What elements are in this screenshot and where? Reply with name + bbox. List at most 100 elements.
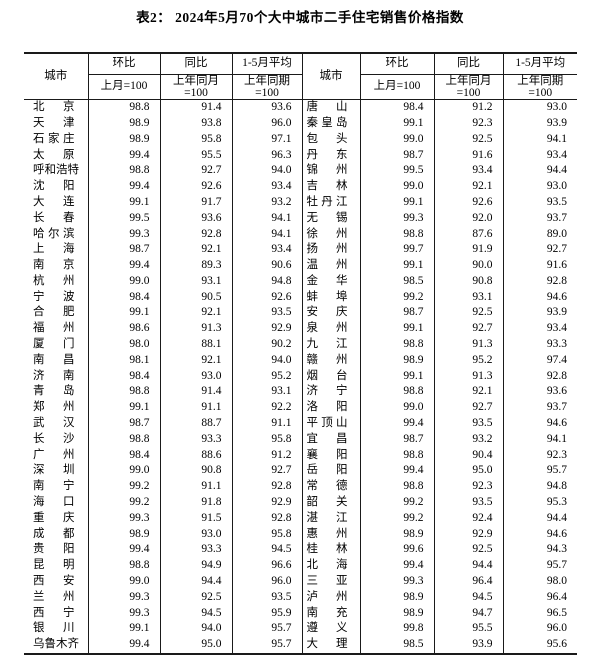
table-row: 南昌 98.1 92.1 94.0 赣州 98.9 95.2 97.4 — [24, 352, 577, 369]
base-yoy-left: 上年同月 =100 — [159, 74, 232, 101]
table-row: 杭州 99.0 93.1 94.8 金华 98.5 90.8 92.8 — [24, 273, 577, 290]
city-cell: 秦皇岛 — [301, 115, 360, 132]
city-cell: 锦州 — [301, 163, 360, 180]
city-name: 青岛 — [33, 385, 75, 398]
index-value-cell: 99.3 — [359, 574, 434, 590]
index-value-cell: 93.6 — [159, 210, 232, 227]
header-row-2: 上月=100 上年同月 =100 上年同期 =100 上月=100 上年同月 =… — [24, 74, 577, 101]
index-value-cell: 93.9 — [433, 637, 503, 655]
index-value-cell: 93.4 — [502, 147, 577, 164]
city-cell: 平顶山 — [301, 416, 360, 432]
city-cell: 银川 — [24, 621, 88, 637]
index-value-cell: 96.0 — [231, 115, 302, 132]
table-row: 长沙 98.8 93.3 95.8 宜昌 98.7 93.2 94.1 — [24, 431, 577, 448]
city-name: 济南 — [33, 369, 75, 382]
base-yoy-line1: 上年同月 — [445, 75, 492, 87]
index-value-cell: 94.1 — [231, 210, 302, 227]
index-value-cell: 93.0 — [159, 526, 232, 543]
city-cell: 杭州 — [24, 274, 88, 290]
city-name: 三亚 — [306, 575, 348, 588]
index-value-cell: 99.2 — [359, 510, 434, 527]
index-value-cell: 97.4 — [502, 352, 577, 369]
index-value-cell: 90.8 — [433, 273, 503, 290]
table-row: 大连 99.1 91.7 93.2 牡丹江 99.1 92.6 93.5 — [24, 194, 577, 211]
index-value-cell: 98.9 — [87, 115, 160, 132]
index-value-cell: 98.7 — [87, 242, 160, 259]
index-value-cell: 92.7 — [433, 321, 503, 338]
base-avg-line2: =100 — [255, 87, 279, 100]
city-name: 北京 — [33, 101, 75, 114]
index-value-cell: 94.4 — [159, 574, 232, 590]
city-cell: 南京 — [24, 258, 88, 274]
index-value-cell: 92.3 — [433, 115, 503, 132]
index-value-cell: 95.5 — [159, 147, 232, 164]
index-value-cell: 94.4 — [433, 558, 503, 575]
city-name: 洛阳 — [306, 401, 348, 414]
city-name: 秦皇岛 — [306, 116, 348, 129]
index-value-cell: 92.1 — [159, 305, 232, 322]
index-value-cell: 92.8 — [159, 226, 232, 243]
city-cell: 大连 — [24, 195, 88, 211]
index-value-cell: 94.0 — [231, 352, 302, 369]
city-cell: 重庆 — [24, 511, 88, 527]
index-value-cell: 93.4 — [502, 321, 577, 338]
index-value-cell: 98.4 — [87, 289, 160, 306]
city-name: 惠州 — [306, 527, 348, 540]
index-value-cell: 98.8 — [359, 479, 434, 496]
index-value-cell: 92.4 — [433, 510, 503, 527]
index-value-cell: 90.5 — [159, 289, 232, 306]
city-cell: 湛江 — [301, 510, 360, 527]
city-name: 吉林 — [306, 180, 348, 193]
index-value-cell: 93.1 — [231, 384, 302, 401]
index-value-cell: 91.7 — [159, 194, 232, 211]
city-name: 平顶山 — [306, 417, 348, 430]
index-value-cell: 94.6 — [502, 416, 577, 432]
column-header-avg-right: 1-5月平均 — [502, 53, 577, 75]
city-name: 西宁 — [33, 606, 75, 619]
city-cell: 北京 — [24, 100, 88, 116]
table-row: 武汉 98.7 88.7 91.1 平顶山 99.4 93.5 94.6 — [24, 416, 577, 432]
index-value-cell: 99.4 — [359, 463, 434, 480]
index-value-cell: 99.0 — [87, 574, 160, 590]
column-header-avg-left: 1-5月平均 — [231, 53, 302, 75]
city-cell: 乌鲁木齐 — [24, 637, 88, 654]
index-value-cell: 91.6 — [433, 147, 503, 164]
city-name: 郑州 — [33, 401, 75, 414]
city-cell: 广州 — [24, 448, 88, 464]
city-name: 南昌 — [33, 353, 75, 366]
index-value-cell: 94.5 — [231, 542, 302, 559]
index-value-cell: 98.7 — [359, 147, 434, 164]
index-value-cell: 88.1 — [159, 337, 232, 353]
index-value-cell: 92.5 — [433, 542, 503, 559]
index-value-cell: 95.8 — [159, 131, 232, 148]
city-name: 泉州 — [306, 322, 348, 335]
city-cell: 海口 — [24, 495, 88, 511]
index-value-cell: 99.4 — [87, 258, 160, 274]
city-name: 深圳 — [33, 464, 75, 477]
city-name: 唐山 — [306, 101, 348, 114]
index-value-cell: 92.6 — [231, 289, 302, 306]
city-cell: 遵义 — [301, 621, 360, 638]
city-cell: 襄阳 — [301, 447, 360, 464]
index-value-cell: 88.6 — [159, 447, 232, 464]
city-name: 成都 — [33, 527, 75, 540]
index-value-cell: 91.5 — [159, 510, 232, 527]
index-value-cell: 99.2 — [359, 495, 434, 511]
city-cell: 青岛 — [24, 384, 88, 400]
index-value-cell: 99.0 — [87, 273, 160, 290]
index-value-cell: 99.0 — [359, 400, 434, 417]
city-name: 桂林 — [306, 543, 348, 556]
city-cell: 泸州 — [301, 589, 360, 606]
index-value-cell: 99.8 — [359, 621, 434, 638]
index-value-cell: 92.5 — [433, 131, 503, 148]
index-value-cell: 91.1 — [159, 400, 232, 417]
city-cell: 宜昌 — [301, 431, 360, 448]
column-header-yoy-right: 同比 — [433, 53, 503, 75]
index-value-cell: 98.8 — [359, 226, 434, 243]
table-row: 贵阳 99.4 93.3 94.5 桂林 99.6 92.5 94.3 — [24, 542, 577, 559]
index-value-cell: 93.4 — [231, 179, 302, 195]
table-row: 成都 98.9 93.0 95.8 惠州 98.9 92.9 94.6 — [24, 526, 577, 543]
index-value-cell: 92.5 — [159, 589, 232, 606]
city-cell: 包头 — [301, 131, 360, 148]
index-value-cell: 99.0 — [359, 131, 434, 148]
